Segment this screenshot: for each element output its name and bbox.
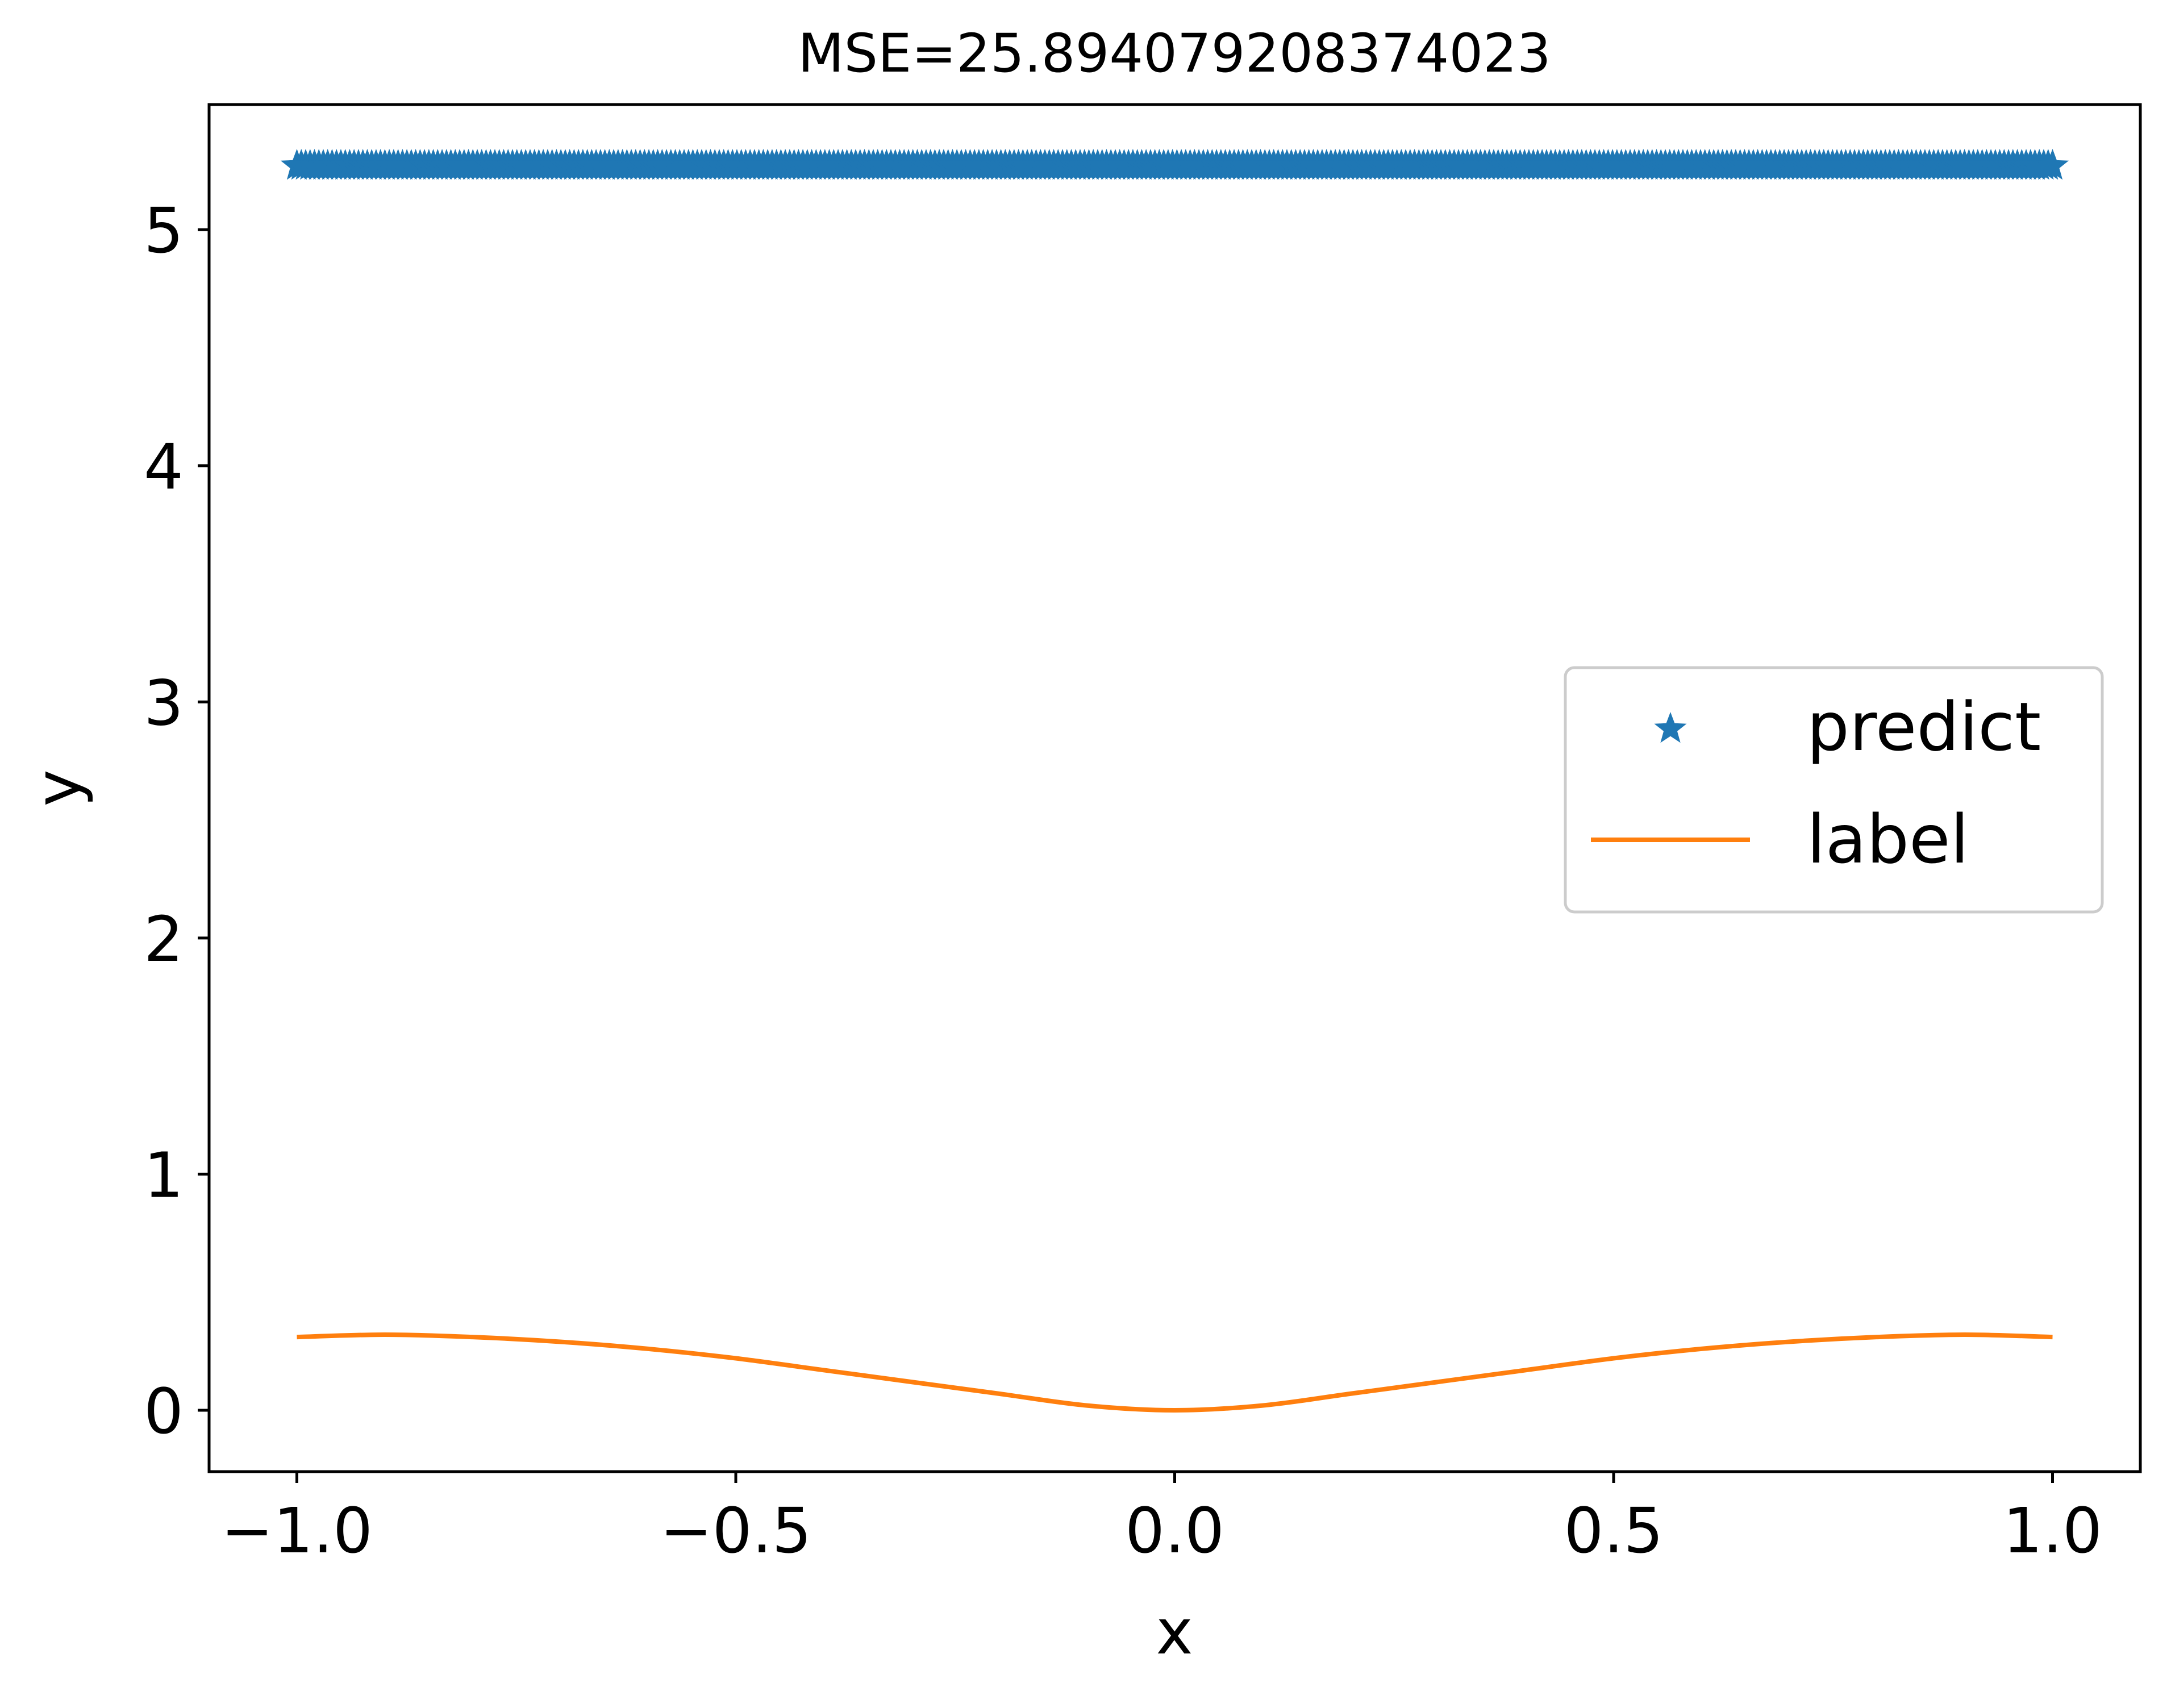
y-tick-label: 5 (144, 194, 184, 267)
y-tick-label: 4 (144, 431, 184, 503)
x-tick-label: 1.0 (2003, 1494, 2102, 1567)
y-tick-label: 1 (144, 1139, 184, 1211)
y-tick-label: 3 (144, 666, 184, 739)
x-tick-label: −0.5 (660, 1494, 811, 1567)
x-axis-label: x (1156, 1595, 1193, 1668)
y-tick-label: 2 (144, 903, 184, 976)
legend: predict label (1564, 666, 2104, 914)
legend-label-label: label (1807, 800, 1969, 878)
chart-title: MSE=25.894079208374023 (798, 23, 1551, 85)
y-axis-ticks: 0 1 2 3 4 5 (144, 194, 209, 1448)
predict-point (2036, 149, 2069, 180)
legend-box (1564, 666, 2104, 914)
x-tick-label: 0.0 (1125, 1494, 1224, 1567)
legend-entry-predict: predict (1654, 688, 2041, 766)
plot-area (280, 149, 2069, 1413)
legend-label-predict: predict (1807, 688, 2041, 766)
series-label-line (297, 1332, 2053, 1413)
x-tick-label: −1.0 (221, 1494, 373, 1567)
y-tick-label: 0 (144, 1375, 184, 1448)
legend-star-marker-icon (1654, 712, 1687, 743)
x-axis-ticks: −1.0 −0.5 0.0 0.5 1.0 (221, 1472, 2102, 1567)
series-predict (280, 149, 2069, 180)
y-axis-label: y (22, 769, 94, 806)
legend-predict-star (1654, 712, 1687, 743)
legend-entry-label: label (1591, 800, 1969, 878)
x-tick-label: 0.5 (1564, 1494, 1664, 1567)
